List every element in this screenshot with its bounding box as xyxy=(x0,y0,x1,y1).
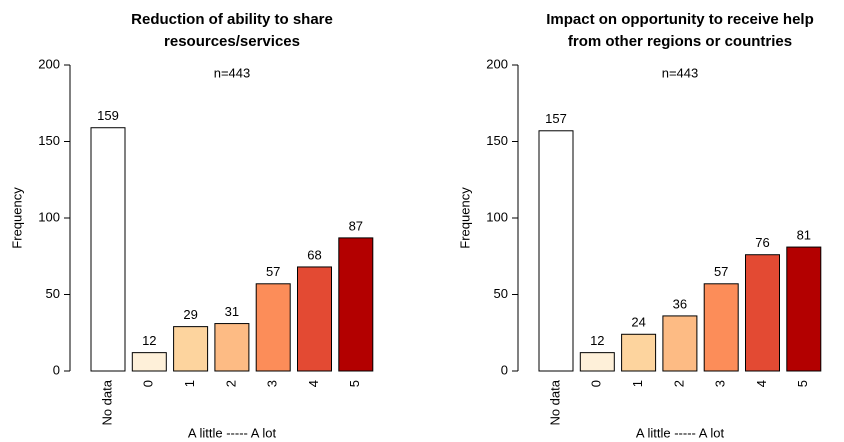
x-tick-label: 5 xyxy=(795,380,810,387)
bar xyxy=(90,127,126,372)
x-axis-label: A little ----- A lot xyxy=(188,425,277,440)
annotation: n=443 xyxy=(662,65,699,80)
x-axis-label: A little ----- A lot xyxy=(636,425,725,440)
value-label: 12 xyxy=(142,333,156,348)
y-tick-label: 200 xyxy=(486,56,508,71)
y-tick-label: 50 xyxy=(494,286,508,301)
x-tick-label: 3 xyxy=(265,380,280,387)
bar xyxy=(579,352,615,372)
bar xyxy=(173,326,209,372)
bar xyxy=(297,266,332,372)
x-tick-label: 0 xyxy=(589,380,604,387)
value-label: 12 xyxy=(590,333,604,348)
y-tick-label: 150 xyxy=(38,133,60,148)
value-label: 29 xyxy=(183,307,197,322)
bar xyxy=(538,130,574,372)
bar xyxy=(131,352,167,372)
x-tick-label: 1 xyxy=(630,380,645,387)
value-label: 159 xyxy=(97,108,119,123)
value-label: 76 xyxy=(755,235,769,250)
y-tick-label: 100 xyxy=(38,209,60,224)
bar xyxy=(255,283,291,372)
value-label: 31 xyxy=(225,304,239,319)
x-tick-label: No data xyxy=(99,379,114,425)
y-tick-label: 50 xyxy=(46,286,60,301)
x-tick-label: 3 xyxy=(713,380,728,387)
value-label: 157 xyxy=(545,111,567,126)
y-axis-label: Frequency xyxy=(9,187,24,249)
value-label: 36 xyxy=(673,296,687,311)
value-label: 24 xyxy=(631,315,645,330)
x-tick-label: 5 xyxy=(347,380,362,387)
chart-title: Reduction of ability to share xyxy=(131,11,333,28)
y-tick-label: 200 xyxy=(38,56,60,71)
x-tick-label: No data xyxy=(547,379,562,425)
bar xyxy=(621,333,657,372)
chart-title: from other regions or countries xyxy=(568,33,792,50)
value-label: 57 xyxy=(714,264,728,279)
x-tick-label: 1 xyxy=(182,380,197,387)
x-tick-label: 4 xyxy=(306,380,321,387)
y-tick-label: 0 xyxy=(501,362,508,377)
bar xyxy=(786,246,822,372)
x-tick-label: 0 xyxy=(141,380,156,387)
y-tick-label: 0 xyxy=(53,362,60,377)
bar xyxy=(703,283,739,372)
x-tick-label: 4 xyxy=(754,380,769,387)
y-axis-label: Frequency xyxy=(457,187,472,249)
y-tick-label: 100 xyxy=(486,209,508,224)
value-label: 68 xyxy=(307,247,321,262)
chart-title: resources/services xyxy=(164,33,300,50)
value-label: 87 xyxy=(349,218,363,233)
chart-title: Impact on opportunity to receive help xyxy=(546,11,814,28)
bar xyxy=(338,237,374,372)
x-tick-label: 2 xyxy=(671,380,686,387)
value-label: 81 xyxy=(797,228,811,243)
value-label: 57 xyxy=(266,264,280,279)
bar xyxy=(662,315,698,372)
bar xyxy=(745,254,780,372)
annotation: n=443 xyxy=(214,65,251,80)
bar xyxy=(214,323,250,372)
y-tick-label: 150 xyxy=(486,133,508,148)
x-tick-label: 2 xyxy=(223,380,238,387)
